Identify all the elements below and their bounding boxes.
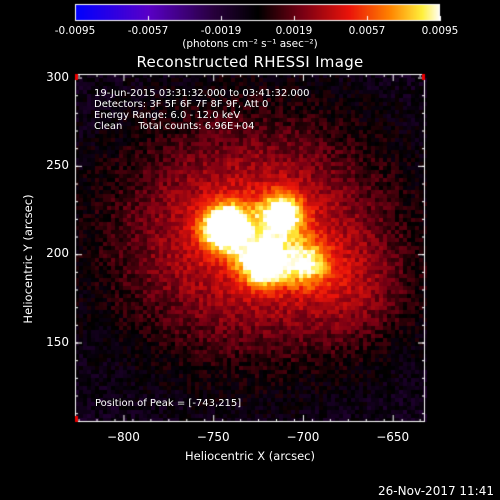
x-tick-label: −700 (286, 430, 320, 444)
peak-position-label: Position of Peak = [-743,215] (95, 398, 242, 409)
colorbar-tick-label: 0.0095 (421, 25, 459, 37)
colorbar-tick-label: 0.0057 (348, 25, 386, 37)
footer-timestamp: 26-Nov-2017 11:41 (378, 484, 494, 498)
annotation-time-range: 19-Jun-2015 03:31:32.000 to 03:41:32.000 (94, 88, 310, 99)
annotation-detectors: Detectors: 3F 5F 6F 7F 8F 9F, Att 0 (94, 99, 269, 110)
x-axis-label: Heliocentric X (arcsec) (185, 449, 315, 463)
x-tick-label: −750 (196, 430, 230, 444)
y-tick-label: 150 (46, 334, 69, 349)
colorbar-tick-label: -0.0057 (127, 25, 169, 37)
y-tick-label: 250 (46, 157, 69, 172)
colorbar-tick-label: -0.0095 (54, 25, 96, 37)
x-tick-label: −650 (376, 430, 410, 444)
annotation-clean-counts: Clean Total counts: 6.96E+04 (94, 121, 255, 132)
colorbar-tick-label: -0.0019 (200, 25, 242, 37)
colorbar-tick-label: 0.0019 (275, 25, 313, 37)
y-tick-label: 300 (46, 69, 69, 84)
annotation-energy-range: Energy Range: 6.0 - 12.0 keV (94, 110, 241, 121)
colorbar-units: (photons cm⁻² s⁻¹ asec⁻²) (182, 38, 318, 50)
y-tick-label: 200 (46, 246, 69, 261)
chart-title: Reconstructed RHESSI Image (136, 53, 364, 71)
x-tick-label: −800 (106, 430, 140, 444)
